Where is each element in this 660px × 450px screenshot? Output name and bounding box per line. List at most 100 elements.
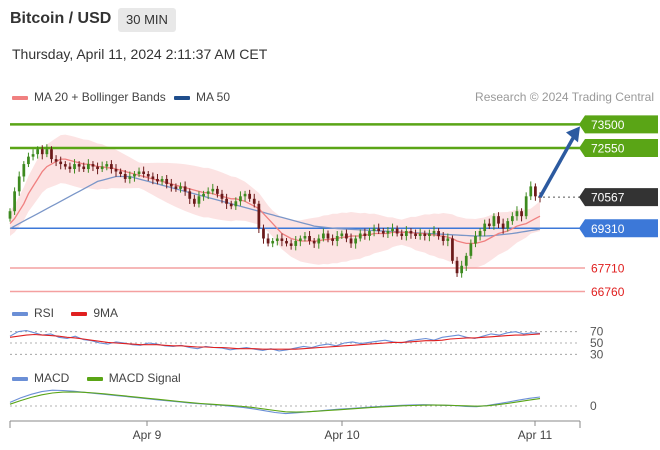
candle-body	[8, 211, 12, 219]
candle-body	[331, 238, 334, 241]
legend-ma50: MA 50	[174, 90, 230, 104]
candle-body	[151, 176, 155, 179]
candle-body	[418, 233, 422, 236]
candle-body	[68, 166, 72, 170]
candle-body	[179, 186, 182, 189]
legend-ma50-label: MA 50	[196, 90, 231, 104]
candle-body	[441, 236, 445, 241]
candle-body	[423, 233, 427, 236]
candle-body	[381, 231, 385, 234]
candle-body	[428, 233, 431, 236]
candle-body	[395, 228, 399, 234]
candle-body	[524, 196, 528, 217]
candle-body	[197, 196, 201, 204]
forecast-arrow-head	[566, 126, 580, 143]
instrument-title: Bitcoin / USD	[10, 10, 112, 27]
rsi-level-label-70: 70	[590, 325, 604, 339]
candle-body	[262, 228, 265, 239]
candle-body	[275, 238, 279, 241]
candle-body	[271, 240, 275, 244]
candle-body	[96, 166, 99, 170]
candle-body	[340, 233, 344, 236]
candle-body	[386, 231, 390, 234]
candle-body	[469, 243, 473, 256]
candle-body	[40, 149, 44, 155]
rsi-ma-line	[9, 333, 541, 350]
candle-body	[133, 174, 136, 177]
candle-body	[174, 186, 178, 189]
candle-body	[520, 211, 523, 217]
rsi-swatch	[12, 311, 28, 316]
candle-body	[17, 176, 21, 192]
candle-body	[169, 183, 173, 187]
candle-body	[451, 238, 454, 261]
candle-body	[206, 191, 210, 194]
candle-body	[312, 240, 316, 244]
candle-body	[54, 159, 58, 162]
candle-body	[414, 233, 417, 236]
candle-body	[455, 260, 459, 274]
candle-body	[192, 198, 196, 204]
candle-body	[100, 166, 104, 170]
rsi-line	[9, 329, 541, 352]
candle-body	[202, 193, 205, 197]
candle-body	[335, 236, 339, 241]
level-box-72550	[579, 138, 658, 157]
candle-body	[294, 240, 298, 246]
candle-body	[248, 193, 252, 199]
candle-body	[114, 169, 118, 172]
macd-swatch	[12, 376, 28, 381]
candle-body	[128, 176, 132, 179]
candle-body	[492, 216, 496, 227]
candle-body	[160, 178, 164, 182]
candle-body	[156, 178, 159, 182]
candle-body	[460, 265, 464, 274]
rsi-ma-swatch	[71, 311, 88, 316]
candle-body	[474, 236, 477, 244]
candle-body	[303, 236, 307, 239]
candle-body	[229, 203, 233, 207]
candle-body	[497, 216, 500, 224]
candle-body	[368, 231, 371, 236]
x-tick-label-1: Apr 10	[324, 428, 360, 442]
candle-body	[239, 196, 242, 202]
candle-body	[27, 156, 30, 165]
research-credit: Research © 2024 Trading Central	[475, 90, 654, 104]
candle-body	[289, 243, 293, 246]
level-label-67710: 67710	[591, 261, 625, 275]
candle-body	[483, 223, 487, 232]
candle-body	[211, 188, 215, 192]
candle-body	[400, 233, 404, 236]
level-box-70567	[579, 188, 658, 207]
candle-body	[326, 233, 330, 239]
ma20-swatch	[12, 95, 28, 100]
candle-body	[354, 238, 358, 244]
rsi-level-label-50: 50	[590, 336, 604, 350]
candle-body	[86, 164, 90, 170]
candle-body	[252, 198, 256, 204]
candle-body	[478, 231, 482, 236]
candle-body	[50, 149, 53, 160]
candle-body	[257, 203, 261, 229]
candle-body	[165, 178, 169, 184]
macd-signal-line	[9, 391, 541, 413]
candle-body	[77, 164, 81, 167]
level-box-73500	[579, 115, 658, 134]
timeframe-badge[interactable]: 30 MIN	[118, 8, 176, 32]
candle-body	[391, 228, 394, 232]
macd-legend-label: MACD	[34, 371, 70, 385]
forecast-arrow	[538, 135, 576, 198]
candle-body	[432, 231, 436, 234]
candle-body	[146, 174, 150, 177]
candle-body	[437, 231, 440, 236]
candle-body	[358, 233, 362, 239]
candle-body	[298, 238, 302, 241]
candle-body	[266, 238, 270, 244]
level-label-66760: 66760	[591, 285, 625, 299]
candle-body	[225, 198, 228, 204]
candle-body	[234, 201, 238, 207]
candle-body	[345, 233, 348, 239]
candle-body	[82, 166, 86, 170]
candle-body	[63, 164, 67, 167]
